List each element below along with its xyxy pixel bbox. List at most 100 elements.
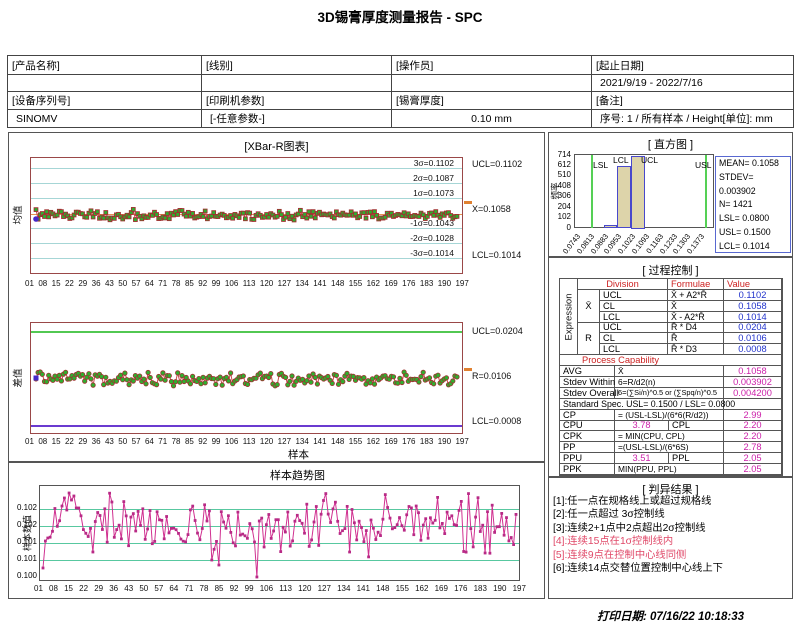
decor (88, 208, 94, 214)
decor (488, 551, 492, 555)
decor (158, 518, 161, 522)
decor (340, 378, 346, 385)
samples-x-axis-label: 样本 (288, 449, 309, 461)
header-cell-r0c0: [产品名称] (12, 59, 60, 72)
decor (374, 538, 378, 541)
decor (429, 516, 432, 520)
decor (191, 504, 195, 508)
header-cell-r3c2: 0.10 mm (391, 109, 591, 127)
decor (388, 516, 392, 520)
decor (166, 373, 172, 379)
decor (431, 521, 435, 525)
decor (33, 207, 460, 223)
col-header-value: Value (724, 279, 782, 290)
decor (445, 510, 449, 514)
decor (202, 380, 208, 386)
trend-x-tick: 64 (169, 584, 179, 593)
decor (363, 215, 369, 221)
decor (490, 503, 494, 507)
decor (476, 496, 480, 500)
decor (63, 496, 66, 500)
decor (386, 506, 389, 509)
xbar-sigma-line (31, 258, 462, 259)
xbar-x-tick: 78 (171, 279, 181, 288)
decor (322, 499, 325, 502)
histogram-stat-line: N= 1421 (719, 199, 753, 210)
histogram-stat-line: LCL= 0.1014 (719, 240, 770, 251)
decor (416, 379, 422, 385)
decor (225, 378, 232, 384)
decor (260, 516, 264, 520)
decor (130, 378, 136, 384)
histogram-y-tick: 306 (557, 191, 571, 201)
decor (483, 551, 487, 555)
decor (124, 514, 128, 518)
trend-x-tick: 148 (376, 584, 390, 593)
decor (208, 509, 211, 513)
report-title: 3D锡膏厚度测量报告 - SPC (317, 10, 483, 25)
decor (122, 370, 128, 376)
cap-row-formula: MIN(PPU, PPL) (615, 464, 724, 475)
decor (279, 212, 284, 217)
decor (231, 541, 235, 545)
xbar-x-tick: 50 (118, 279, 128, 288)
decor (200, 374, 206, 380)
decor (450, 378, 456, 384)
decor (126, 381, 132, 388)
decor (230, 215, 236, 221)
r-chart-limit-label: LCL=0.0008 (472, 416, 522, 426)
decor (274, 518, 278, 522)
histogram-y-tick: 102 (557, 212, 571, 222)
header-info-table: [产品名称] [线别] [操作员] [起止日期] 2021/9/19 - 2022/7/… (7, 55, 794, 128)
ucl-label: UCL (641, 155, 659, 165)
r-chart-x-tick: 71 (158, 437, 168, 446)
r-chart-x-tick: 190 (437, 437, 452, 446)
decor (193, 519, 197, 522)
decor (507, 539, 511, 543)
trend-x-tick: 01 (34, 584, 43, 593)
header-cell-r2c2: [锡膏厚度] (391, 91, 591, 109)
decor (86, 535, 90, 538)
decor (154, 212, 159, 217)
cap-row-label: CPU (560, 420, 615, 432)
decor (305, 502, 309, 506)
histogram-y-tick: 408 (557, 180, 571, 190)
usl-label: USL (695, 160, 712, 170)
decor (200, 527, 204, 530)
decor (175, 212, 181, 217)
decor (170, 527, 173, 530)
decor (257, 519, 261, 523)
decor (86, 371, 92, 377)
expr-row-formula: X̄ + A2*R̄ (668, 290, 724, 301)
decor (325, 373, 331, 380)
r-chart-x-tick: 78 (171, 437, 181, 446)
lsl-line (591, 155, 593, 228)
histogram-stat-line: MEAN= 0.1058 (719, 158, 779, 168)
decor (267, 513, 271, 516)
decor (350, 508, 354, 511)
trend-x-tick: 183 (473, 584, 487, 593)
decor (382, 214, 388, 220)
decor (417, 511, 420, 515)
decor (481, 523, 485, 527)
decor (250, 527, 254, 531)
expr-row-formula: R̄ * D3 (668, 344, 724, 356)
decor (51, 529, 54, 533)
xbar-x-tick: 01 (25, 279, 34, 288)
decor (361, 210, 367, 215)
decor (324, 492, 328, 495)
decor (146, 527, 149, 531)
expression-side-cell: Expression (560, 279, 578, 356)
decor (336, 519, 340, 523)
decor (143, 537, 147, 541)
r-chart-x-tick: 64 (144, 437, 154, 446)
decor (126, 214, 132, 220)
header-cell-r1c0 (8, 74, 201, 91)
decor (454, 374, 460, 380)
cap-row-label: PPK (560, 464, 615, 475)
judgment-rule-item: [4]:连续15点在1σ控制线内 (553, 536, 674, 548)
decor (55, 524, 59, 528)
r-chart-plot-area (30, 322, 463, 434)
xbar-x-tick: 71 (158, 279, 168, 288)
decor (426, 375, 433, 381)
